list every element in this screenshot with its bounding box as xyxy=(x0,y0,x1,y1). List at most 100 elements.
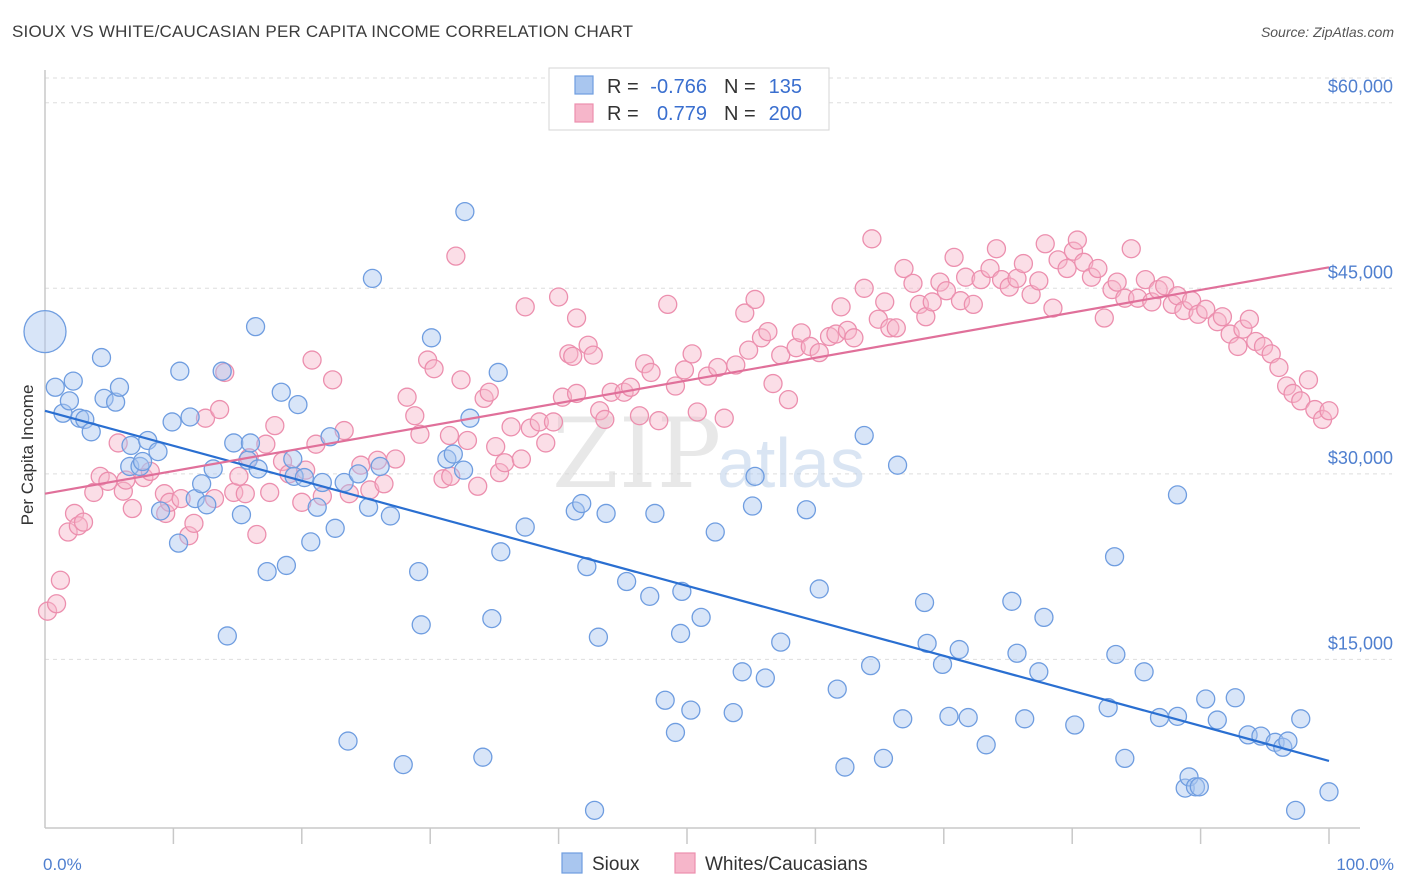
white-point-116 xyxy=(875,292,895,312)
white-point-32 xyxy=(260,482,280,503)
sioux-point-66 xyxy=(491,542,511,562)
sioux-point-126 xyxy=(1225,688,1245,708)
sioux-point-114 xyxy=(1106,644,1126,665)
white-point-152 xyxy=(1121,239,1141,259)
white-point-85 xyxy=(641,362,661,383)
white-point-1 xyxy=(46,594,67,614)
white-point-181 xyxy=(566,383,587,404)
sioux-point-48 xyxy=(338,731,358,751)
white-point-83 xyxy=(629,406,650,426)
sioux-point-124 xyxy=(1196,689,1216,709)
white-point-2 xyxy=(50,570,71,590)
white-point-117 xyxy=(880,318,900,338)
sioux-point-106 xyxy=(1002,591,1022,611)
white-point-19 xyxy=(171,488,191,509)
sioux-point-102 xyxy=(939,706,959,726)
white-point-21 xyxy=(184,513,204,534)
white-point-30 xyxy=(247,524,267,545)
sioux-point-81 xyxy=(681,700,701,720)
white-point-144 xyxy=(1067,230,1087,250)
white-point-131 xyxy=(980,258,1000,279)
sioux-point-77 xyxy=(655,690,675,710)
sioux-point-107 xyxy=(1007,643,1027,663)
sioux-point-43 xyxy=(307,497,327,517)
white-point-53 xyxy=(424,359,444,379)
y-tick-labels: $15,000 $30,000 $45,000 $60,000 xyxy=(1328,77,1393,654)
sioux-point-32 xyxy=(240,433,261,453)
sioux-point-55 xyxy=(408,561,429,582)
white-point-96 xyxy=(735,303,755,323)
white-point-176 xyxy=(1291,391,1311,411)
sioux-point-93 xyxy=(835,757,855,777)
white-point-173 xyxy=(1269,357,1289,378)
y-axis-label: Per Capita Income xyxy=(18,385,37,526)
white-point-154 xyxy=(1135,269,1156,290)
sioux-point-49 xyxy=(348,464,368,484)
white-point-91 xyxy=(687,402,707,422)
white-point-6 xyxy=(73,512,94,532)
white-point-36 xyxy=(292,492,312,512)
x-tick-label-max: 100.0% xyxy=(1336,855,1394,874)
trend-line-sioux xyxy=(44,409,1330,762)
sioux-point-99 xyxy=(914,592,935,613)
white-point-132 xyxy=(986,239,1007,259)
white-point-105 xyxy=(791,323,811,343)
sioux-point-119 xyxy=(1167,706,1188,726)
white-point-42 xyxy=(334,420,354,441)
sioux-point-24 xyxy=(191,474,212,494)
y-tick-label-2: $45,000 xyxy=(1328,262,1393,282)
sioux-point-73 xyxy=(596,503,616,524)
sioux-point-38 xyxy=(283,449,303,469)
white-point-33 xyxy=(265,415,285,436)
sioux-point-3 xyxy=(59,391,80,411)
sioux-point-69 xyxy=(572,493,592,514)
sioux-point-1 xyxy=(45,377,65,397)
white-point-94 xyxy=(714,408,734,428)
white-point-114 xyxy=(862,229,882,249)
sioux-point-79 xyxy=(670,623,691,644)
sioux-point-18 xyxy=(150,501,171,521)
white-point-69 xyxy=(536,433,556,453)
sioux-point-29 xyxy=(224,433,244,453)
white-point-51 xyxy=(410,424,430,444)
white-point-133 xyxy=(991,269,1012,290)
white-point-97 xyxy=(738,340,759,360)
white-point-66 xyxy=(515,297,535,317)
sioux-point-45 xyxy=(320,427,340,447)
sioux-point-37 xyxy=(276,555,297,576)
white-point-95 xyxy=(726,355,746,375)
sioux-point-96 xyxy=(873,748,894,769)
sioux-point-65 xyxy=(488,362,508,383)
white-point-28 xyxy=(235,484,255,504)
white-point-13 xyxy=(122,498,142,519)
sioux-point-56 xyxy=(411,615,431,635)
axes xyxy=(44,70,1360,829)
sioux-point-46 xyxy=(325,518,345,538)
watermark-zip: ZIP xyxy=(552,398,721,510)
sioux-point-98 xyxy=(893,709,913,729)
white-point-104 xyxy=(786,338,806,358)
white-point-147 xyxy=(1088,258,1108,279)
white-point-65 xyxy=(511,449,532,469)
white-point-167 xyxy=(1228,336,1248,357)
white-point-103 xyxy=(778,389,799,410)
sioux-point-113 xyxy=(1104,547,1125,567)
sioux-point-0 xyxy=(23,309,67,354)
sioux-point-53 xyxy=(380,506,401,526)
white-point-77 xyxy=(583,345,603,365)
legend-r-value-sioux: -0.766 xyxy=(650,76,707,98)
sioux-point-28 xyxy=(217,626,237,646)
sioux-point-116 xyxy=(1134,662,1154,682)
sioux-point-88 xyxy=(755,668,775,688)
white-point-168 xyxy=(1233,319,1253,339)
legend-swatch-sioux xyxy=(574,75,594,95)
trend-lines xyxy=(44,266,1330,762)
y-tick-label-0: $15,000 xyxy=(1328,633,1393,653)
sioux-point-104 xyxy=(958,707,978,728)
white-point-163 xyxy=(1196,299,1216,319)
white-point-70 xyxy=(543,412,564,432)
sioux-point-13 xyxy=(121,435,141,456)
sioux-point-8 xyxy=(91,347,112,368)
white-point-62 xyxy=(489,462,510,483)
